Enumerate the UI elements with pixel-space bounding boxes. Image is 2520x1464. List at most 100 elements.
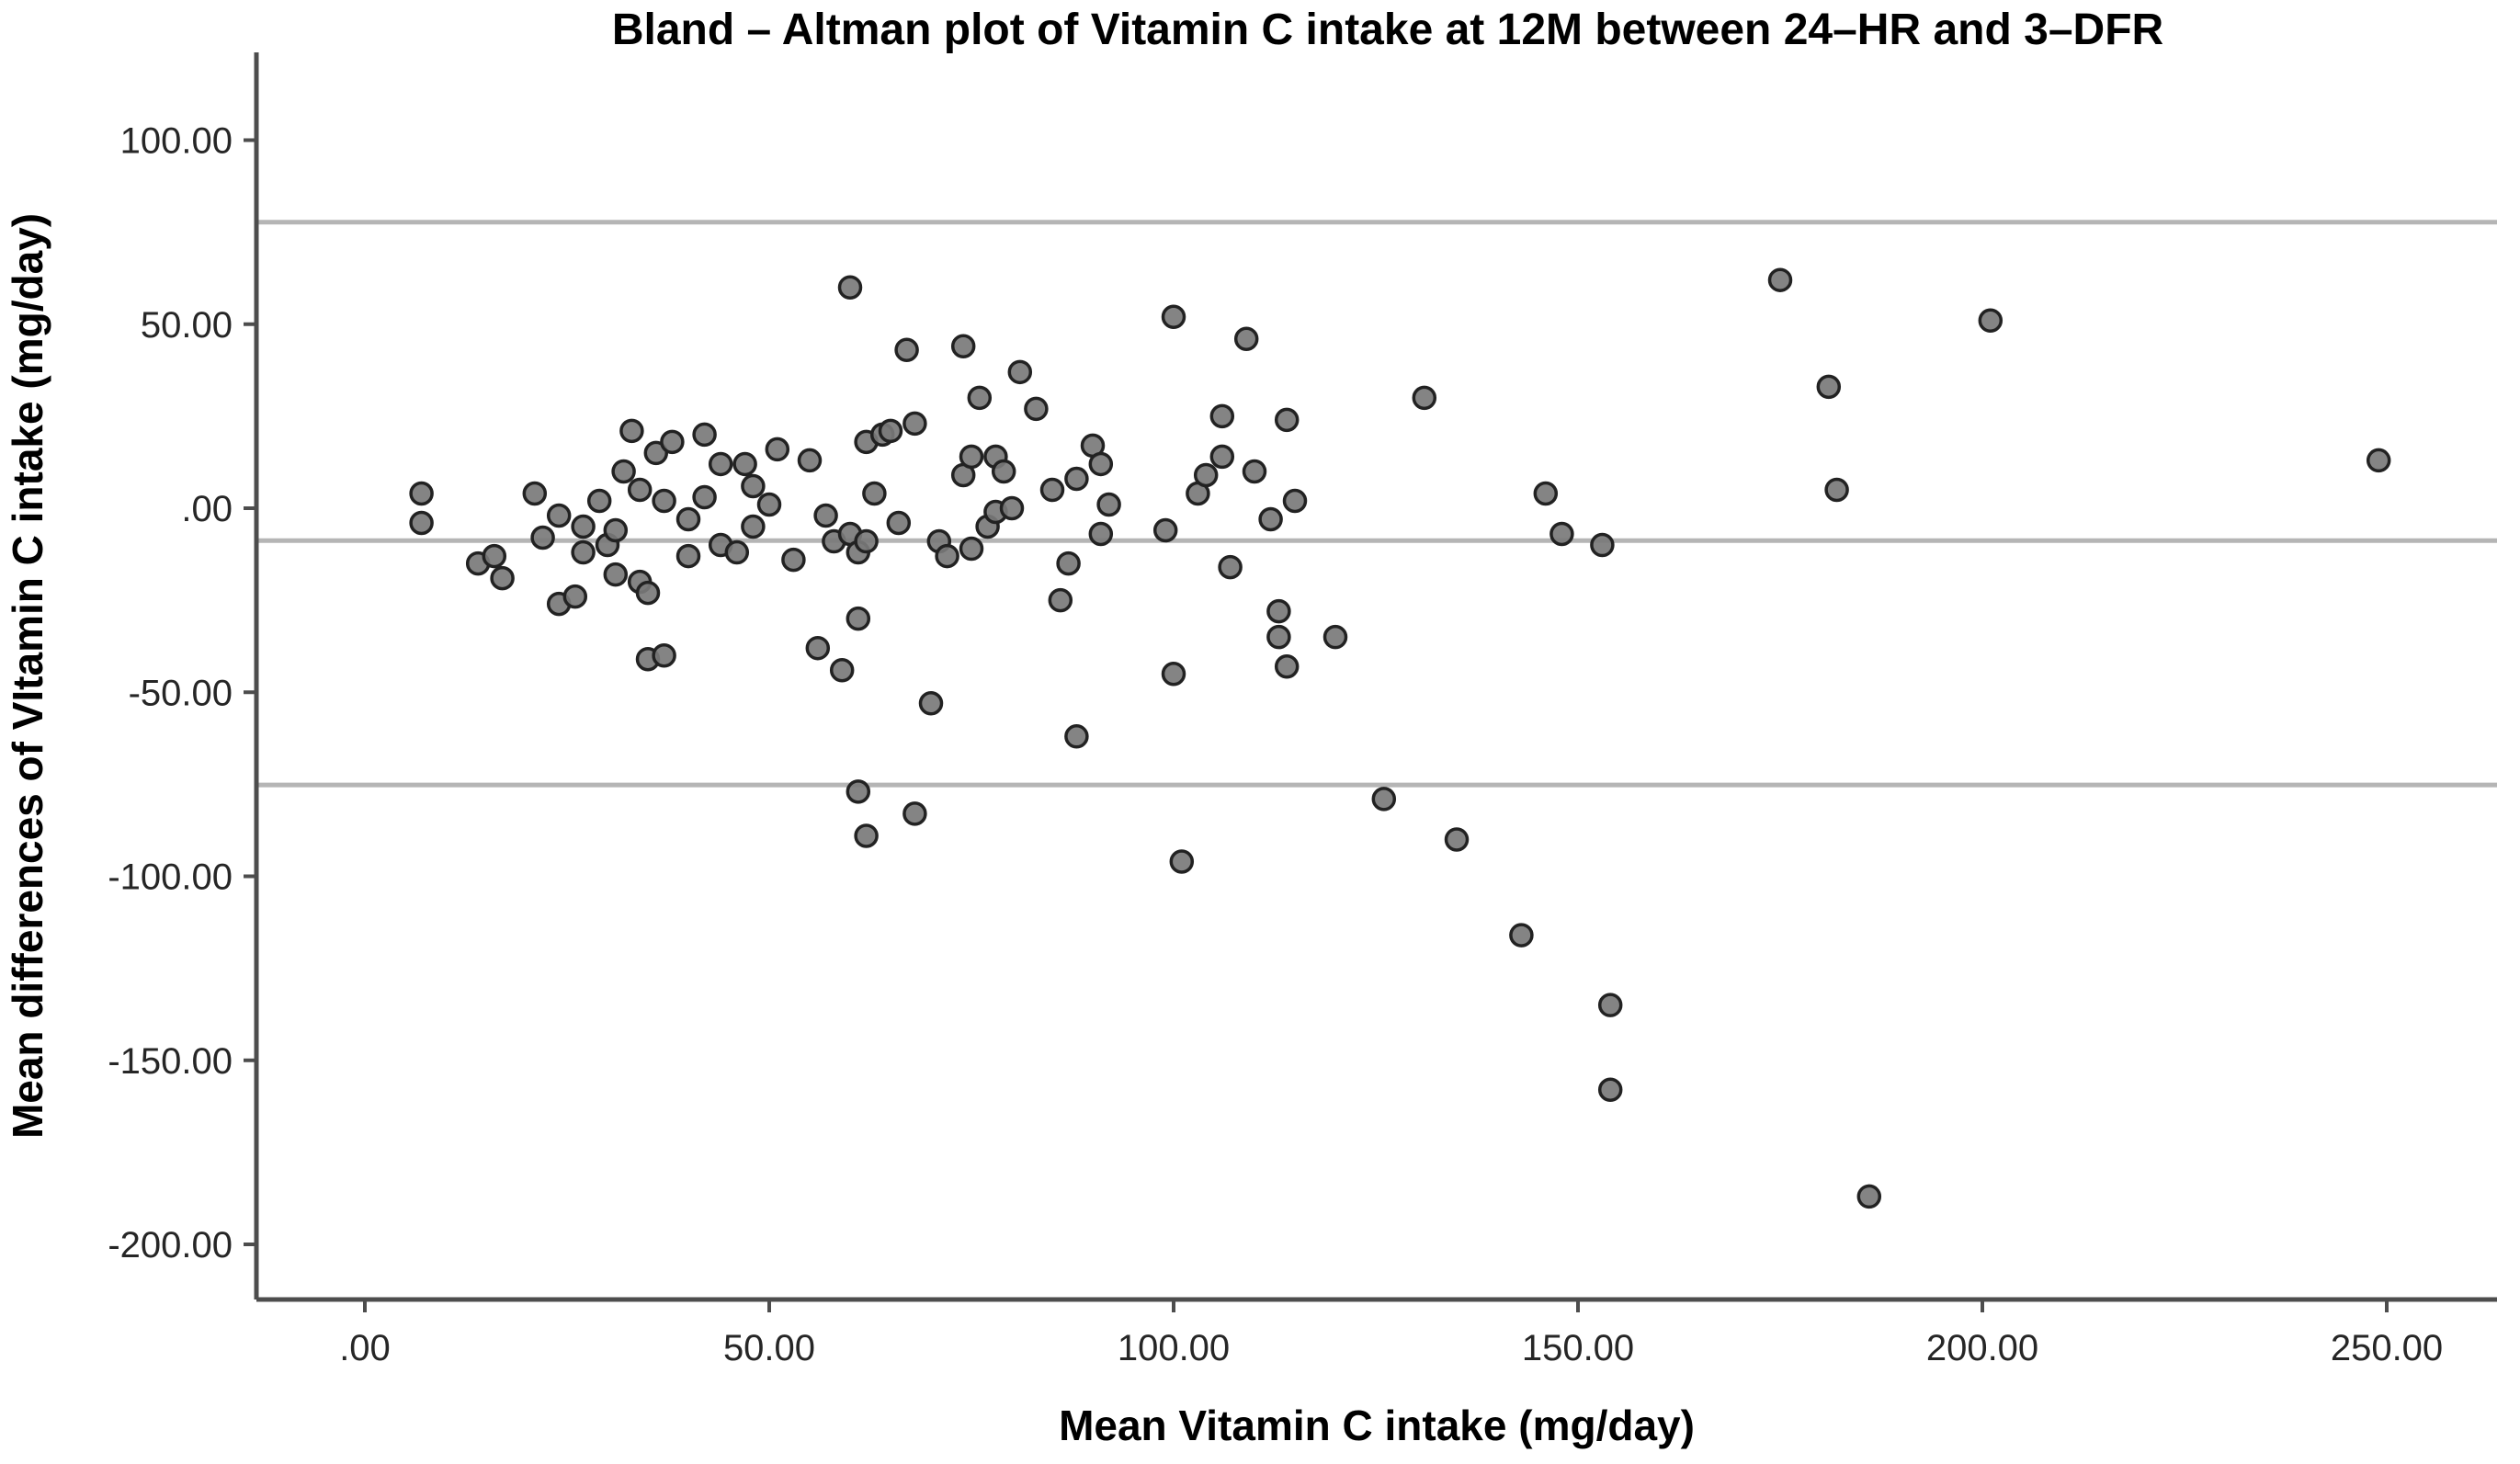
chart-title: Bland – Altman plot of Vitamin C intake … [612, 6, 2163, 54]
data-point [1193, 462, 1219, 488]
data-point [562, 584, 588, 609]
data-point [999, 495, 1025, 521]
data-point [854, 823, 879, 848]
data-point [959, 536, 984, 562]
data-point [1242, 459, 1267, 484]
data-point [741, 514, 766, 539]
data-point [522, 481, 548, 506]
data-point [902, 411, 927, 437]
data-point [1856, 1184, 1882, 1209]
data-point [1056, 550, 1081, 576]
x-tick-label: 100.00 [1118, 1328, 1230, 1368]
data-point [1233, 326, 1259, 352]
data-point [1024, 396, 1049, 422]
y-tick-label: -100.00 [108, 857, 233, 898]
y-tick-label: -50.00 [129, 673, 233, 713]
data-point [1549, 521, 1574, 547]
data-point [1096, 492, 1121, 517]
data-point [675, 543, 701, 569]
data-point [1816, 374, 1842, 400]
data-point [902, 801, 927, 826]
data-point [1533, 481, 1559, 506]
data-point [967, 385, 993, 411]
data-point [813, 503, 838, 528]
data-point [1169, 849, 1195, 874]
data-point [765, 437, 790, 462]
data-point [846, 606, 871, 631]
x-tick-label: 50.00 [723, 1328, 815, 1368]
data-point [837, 275, 863, 300]
data-point [1597, 1077, 1623, 1103]
data-point [482, 543, 507, 569]
data-point [1978, 308, 2004, 333]
x-tick-label: 200.00 [1926, 1328, 2038, 1368]
y-tick-label: .00 [181, 489, 233, 529]
data-point [1266, 624, 1291, 650]
data-point [862, 481, 887, 506]
data-point [586, 488, 612, 514]
data-point [918, 691, 944, 716]
data-point [619, 418, 644, 444]
data-point [409, 481, 434, 506]
data-point [1088, 451, 1114, 477]
data-point [886, 510, 912, 536]
data-point [1590, 532, 1615, 558]
data-point [708, 451, 733, 477]
data-point [1412, 385, 1437, 411]
data-point [732, 451, 757, 477]
data-point [571, 514, 596, 539]
data-point [660, 429, 685, 455]
data-point [1597, 993, 1623, 1017]
data-point [490, 565, 515, 591]
data-point [991, 459, 1016, 484]
data-point [627, 477, 653, 503]
data-point [878, 418, 903, 444]
data-point [603, 562, 629, 587]
data-point [652, 488, 676, 514]
data-point [1088, 521, 1114, 547]
data-point [571, 539, 596, 565]
data-point [692, 422, 717, 448]
x-tick-label: .00 [339, 1328, 391, 1368]
data-point [603, 517, 629, 543]
x-tick-label: 150.00 [1522, 1328, 1634, 1368]
data-point [1161, 304, 1186, 329]
data-point [1064, 724, 1089, 749]
data-point [829, 657, 855, 683]
data-point [643, 440, 669, 466]
data-point [1444, 827, 1470, 852]
data-point [1039, 477, 1065, 503]
data-point [692, 484, 717, 510]
data-point [1209, 403, 1235, 429]
data-point [1161, 661, 1186, 687]
data-point [894, 337, 919, 363]
data-point [1322, 624, 1348, 650]
x-axis-title: Mean Vitamin C intake (mg/day) [1059, 1402, 1695, 1449]
y-tick-label: -150.00 [108, 1041, 233, 1082]
data-point [1509, 923, 1534, 948]
data-point [1007, 359, 1033, 385]
data-point [756, 492, 782, 517]
data-point [741, 473, 766, 499]
data-point [635, 580, 661, 606]
data-point [950, 334, 976, 359]
y-tick-label: -200.00 [108, 1225, 233, 1265]
data-point [724, 539, 750, 565]
data-point [781, 547, 806, 573]
data-point [675, 506, 701, 532]
data-point [846, 779, 871, 804]
data-point [409, 510, 434, 536]
y-tick-label: 100.00 [120, 121, 233, 162]
y-tick-label: 50.00 [141, 305, 233, 346]
data-point [546, 503, 572, 528]
data-point [2366, 448, 2391, 473]
data-point [1767, 267, 1793, 292]
data-point [1048, 587, 1073, 613]
data-point [1824, 477, 1849, 503]
y-axis-title: Mean differences of VItamin C intake (mg… [4, 213, 51, 1139]
data-point [1274, 407, 1300, 433]
data-point [805, 635, 831, 661]
